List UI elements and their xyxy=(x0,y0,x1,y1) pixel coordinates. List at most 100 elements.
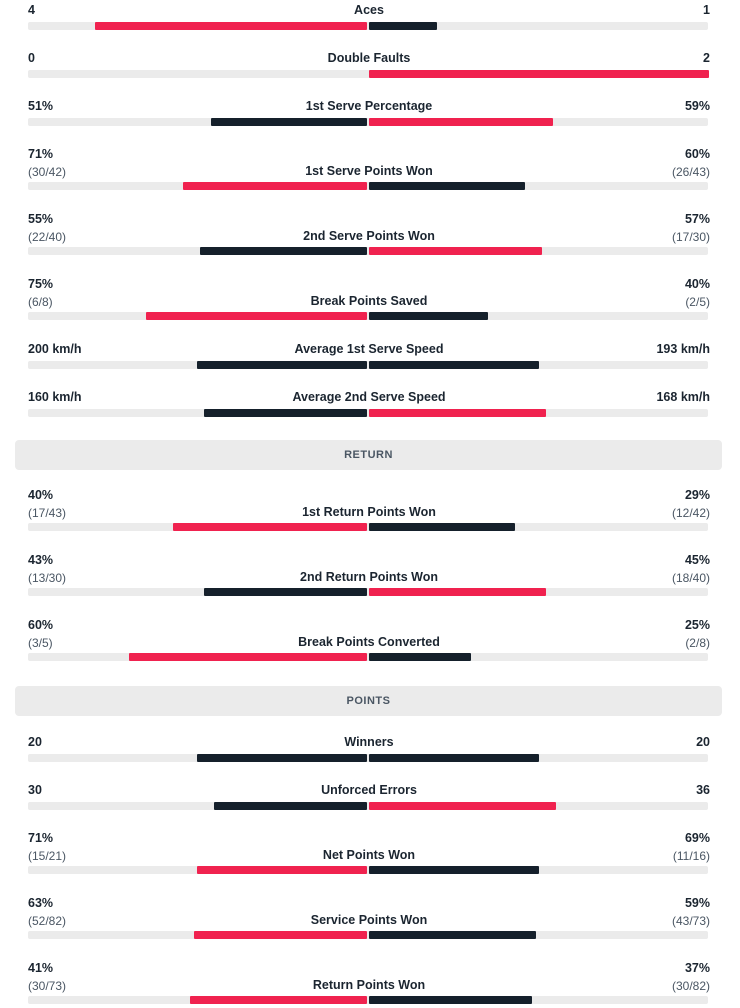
player1-value: 4 xyxy=(28,3,35,17)
stat-bar-track xyxy=(28,182,708,190)
player2-bar xyxy=(369,409,546,417)
player2-bar xyxy=(369,247,542,255)
player2-bar xyxy=(369,118,553,126)
player2-bar xyxy=(369,22,437,30)
player2-bar xyxy=(369,182,525,190)
player1-value: 160 km/h xyxy=(28,390,82,404)
player2-value: 69% xyxy=(684,831,710,845)
player1-bar xyxy=(200,247,367,255)
player2-value: 20 xyxy=(696,735,710,749)
stat-label: Break Points Converted xyxy=(298,635,440,649)
player1-value: 71% xyxy=(28,831,54,845)
player2-detail: (2/8) xyxy=(685,636,710,650)
player2-value: 60% xyxy=(684,147,710,161)
player1-bar xyxy=(190,996,367,1004)
player2-value: 45% xyxy=(684,553,710,567)
stat-label: Winners xyxy=(344,735,394,749)
player1-value: 30 xyxy=(28,783,42,797)
player1-bar xyxy=(194,931,367,939)
player1-value: 51% xyxy=(28,99,54,113)
stat-label: Double Faults xyxy=(327,51,411,65)
player1-detail: (6/8) xyxy=(28,295,53,309)
player2-bar xyxy=(369,588,546,596)
player2-bar xyxy=(369,866,539,874)
player2-detail: (12/42) xyxy=(671,506,710,520)
player2-value: 37% xyxy=(684,961,710,975)
player2-bar xyxy=(369,802,556,810)
stat-bar-track xyxy=(28,361,708,369)
stat-label: Return Points Won xyxy=(312,978,426,992)
stat-bar-track xyxy=(28,754,708,762)
stat-label: Unforced Errors xyxy=(321,783,417,797)
player2-bar xyxy=(369,361,539,369)
stat-label: 1st Return Points Won xyxy=(302,505,436,519)
player1-bar xyxy=(214,802,367,810)
stat-label: 1st Serve Percentage xyxy=(305,99,433,113)
player1-value: 71% xyxy=(28,147,54,161)
player1-bar xyxy=(211,118,367,126)
stat-label: Average 2nd Serve Speed xyxy=(292,390,446,404)
player2-value: 193 km/h xyxy=(656,342,710,356)
player1-bar xyxy=(204,588,367,596)
player2-bar xyxy=(369,996,532,1004)
player1-detail: (17/43) xyxy=(28,506,67,520)
player1-bar xyxy=(197,361,367,369)
stat-label: Break Points Saved xyxy=(310,294,428,308)
player2-value: 57% xyxy=(684,212,710,226)
player1-bar xyxy=(129,653,367,661)
stat-bar-track xyxy=(28,802,708,810)
player1-bar xyxy=(204,409,367,417)
stat-bar-track xyxy=(28,653,708,661)
stat-label: Net Points Won xyxy=(322,848,416,862)
stat-bar-track xyxy=(28,312,708,320)
player1-bar xyxy=(95,22,367,30)
player1-value: 60% xyxy=(28,618,54,632)
player1-value: 0 xyxy=(28,51,35,65)
player2-value: 59% xyxy=(684,99,710,113)
player2-value: 25% xyxy=(684,618,710,632)
stat-bar-track xyxy=(28,866,708,874)
player2-value: 36 xyxy=(696,783,710,797)
player2-value: 168 km/h xyxy=(656,390,710,404)
player1-detail: (52/82) xyxy=(28,914,67,928)
stat-bar-track xyxy=(28,996,708,1004)
player1-detail: (30/42) xyxy=(28,165,67,179)
player1-value: 43% xyxy=(28,553,54,567)
stat-bar-track xyxy=(28,70,709,78)
player2-value: 59% xyxy=(684,896,710,910)
player2-detail: (43/73) xyxy=(671,914,710,928)
player2-detail: (30/82) xyxy=(671,979,710,993)
player2-value: 40% xyxy=(684,277,710,291)
stat-bar-track xyxy=(28,523,708,531)
stat-label: Service Points Won xyxy=(310,913,428,927)
section-header-points: POINTS xyxy=(15,686,722,716)
stat-label: 2nd Serve Points Won xyxy=(303,229,435,243)
player1-value: 41% xyxy=(28,961,54,975)
player2-detail: (2/5) xyxy=(685,295,710,309)
player2-value: 1 xyxy=(703,3,710,17)
player2-value: 29% xyxy=(684,488,710,502)
player2-bar xyxy=(369,931,536,939)
player1-bar xyxy=(197,754,367,762)
stat-bar-track xyxy=(28,247,708,255)
stat-bar-track xyxy=(28,931,708,939)
stat-label: Average 1st Serve Speed xyxy=(294,342,444,356)
player2-detail: (26/43) xyxy=(671,165,710,179)
player1-detail: (15/21) xyxy=(28,849,67,863)
player1-value: 75% xyxy=(28,277,54,291)
player2-bar xyxy=(369,312,488,320)
player1-detail: (22/40) xyxy=(28,230,67,244)
player1-bar xyxy=(197,866,367,874)
player1-value: 63% xyxy=(28,896,54,910)
player2-detail: (17/30) xyxy=(671,230,710,244)
stat-label: 1st Serve Points Won xyxy=(305,164,433,178)
stat-bar-track xyxy=(28,22,708,30)
player1-value: 200 km/h xyxy=(28,342,82,356)
stat-bar-track xyxy=(28,588,708,596)
player1-bar xyxy=(173,523,367,531)
player1-bar xyxy=(183,182,367,190)
section-header-return: RETURN xyxy=(15,440,722,470)
player2-bar xyxy=(369,70,709,78)
player1-value: 55% xyxy=(28,212,54,226)
